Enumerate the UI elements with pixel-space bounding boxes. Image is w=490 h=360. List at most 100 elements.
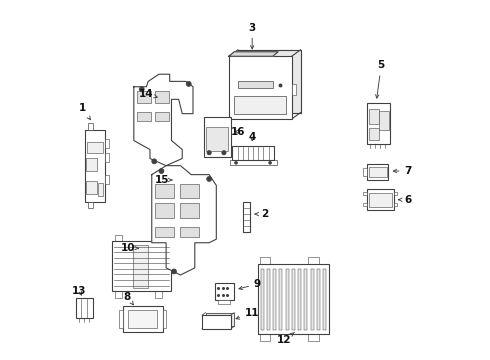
FancyBboxPatch shape (229, 56, 292, 119)
FancyBboxPatch shape (137, 112, 151, 121)
Circle shape (139, 87, 144, 92)
FancyBboxPatch shape (204, 117, 231, 157)
FancyBboxPatch shape (219, 300, 230, 305)
FancyBboxPatch shape (86, 158, 97, 171)
Circle shape (159, 168, 164, 174)
FancyBboxPatch shape (260, 257, 270, 264)
FancyBboxPatch shape (286, 269, 289, 330)
FancyBboxPatch shape (155, 91, 169, 103)
FancyBboxPatch shape (128, 310, 157, 328)
Polygon shape (134, 74, 193, 166)
Circle shape (186, 81, 191, 86)
Polygon shape (205, 313, 234, 326)
FancyBboxPatch shape (298, 269, 301, 330)
FancyBboxPatch shape (202, 315, 231, 329)
Circle shape (207, 150, 211, 155)
FancyBboxPatch shape (364, 192, 367, 195)
Polygon shape (152, 166, 216, 275)
Circle shape (172, 269, 176, 274)
FancyBboxPatch shape (243, 202, 250, 232)
FancyBboxPatch shape (155, 234, 162, 241)
Text: 16: 16 (231, 127, 245, 136)
FancyBboxPatch shape (323, 269, 326, 330)
FancyBboxPatch shape (273, 269, 276, 330)
FancyBboxPatch shape (105, 175, 109, 184)
Text: 11: 11 (236, 309, 259, 319)
Text: 1: 1 (78, 103, 90, 120)
FancyBboxPatch shape (155, 203, 174, 218)
FancyBboxPatch shape (232, 146, 274, 160)
FancyBboxPatch shape (367, 189, 394, 211)
FancyBboxPatch shape (260, 334, 270, 341)
Circle shape (269, 161, 271, 164)
FancyBboxPatch shape (86, 181, 97, 194)
FancyBboxPatch shape (112, 241, 172, 291)
FancyBboxPatch shape (394, 192, 397, 195)
Text: 9: 9 (239, 279, 261, 289)
FancyBboxPatch shape (367, 164, 389, 180)
Text: 13: 13 (72, 286, 87, 296)
FancyBboxPatch shape (364, 203, 367, 206)
FancyBboxPatch shape (76, 298, 93, 318)
FancyBboxPatch shape (311, 269, 314, 330)
Circle shape (207, 176, 212, 181)
FancyBboxPatch shape (155, 226, 174, 237)
FancyBboxPatch shape (105, 139, 109, 148)
FancyBboxPatch shape (88, 202, 93, 208)
FancyBboxPatch shape (292, 84, 296, 95)
FancyBboxPatch shape (369, 193, 392, 207)
FancyBboxPatch shape (206, 127, 228, 151)
FancyBboxPatch shape (115, 291, 122, 298)
FancyBboxPatch shape (98, 183, 103, 196)
FancyBboxPatch shape (155, 291, 162, 298)
FancyBboxPatch shape (369, 128, 379, 140)
FancyBboxPatch shape (261, 269, 264, 330)
FancyBboxPatch shape (137, 91, 151, 103)
Text: 12: 12 (277, 332, 294, 345)
FancyBboxPatch shape (120, 310, 123, 328)
FancyBboxPatch shape (180, 226, 199, 237)
Text: 10: 10 (121, 243, 139, 253)
Text: 14: 14 (139, 89, 157, 99)
Polygon shape (238, 50, 300, 113)
FancyBboxPatch shape (155, 112, 169, 121)
FancyBboxPatch shape (163, 310, 166, 328)
FancyBboxPatch shape (87, 142, 103, 153)
Text: 2: 2 (255, 209, 269, 219)
Circle shape (222, 150, 226, 155)
FancyBboxPatch shape (180, 203, 199, 218)
Text: 3: 3 (248, 23, 256, 49)
FancyBboxPatch shape (180, 184, 199, 198)
FancyBboxPatch shape (367, 103, 390, 144)
Text: 4: 4 (248, 132, 256, 142)
FancyBboxPatch shape (133, 244, 148, 288)
Text: 7: 7 (393, 166, 412, 176)
FancyBboxPatch shape (279, 269, 283, 330)
FancyBboxPatch shape (308, 257, 319, 264)
Text: 5: 5 (375, 60, 385, 98)
FancyBboxPatch shape (379, 111, 389, 130)
FancyBboxPatch shape (304, 269, 307, 330)
FancyBboxPatch shape (88, 123, 93, 130)
FancyBboxPatch shape (292, 269, 295, 330)
FancyBboxPatch shape (230, 160, 276, 165)
FancyBboxPatch shape (155, 184, 174, 198)
FancyBboxPatch shape (394, 203, 397, 206)
Polygon shape (229, 52, 278, 56)
FancyBboxPatch shape (85, 130, 105, 202)
FancyBboxPatch shape (267, 269, 270, 330)
FancyBboxPatch shape (368, 167, 387, 177)
FancyBboxPatch shape (238, 81, 273, 87)
FancyBboxPatch shape (308, 334, 319, 341)
FancyBboxPatch shape (234, 96, 286, 114)
FancyBboxPatch shape (363, 168, 367, 176)
FancyBboxPatch shape (258, 264, 329, 334)
FancyBboxPatch shape (317, 269, 320, 330)
FancyBboxPatch shape (105, 153, 109, 162)
FancyBboxPatch shape (369, 109, 379, 123)
Text: 15: 15 (154, 175, 172, 185)
Circle shape (152, 159, 157, 164)
Circle shape (235, 161, 238, 164)
Text: 8: 8 (124, 292, 133, 305)
Text: 6: 6 (398, 195, 412, 205)
